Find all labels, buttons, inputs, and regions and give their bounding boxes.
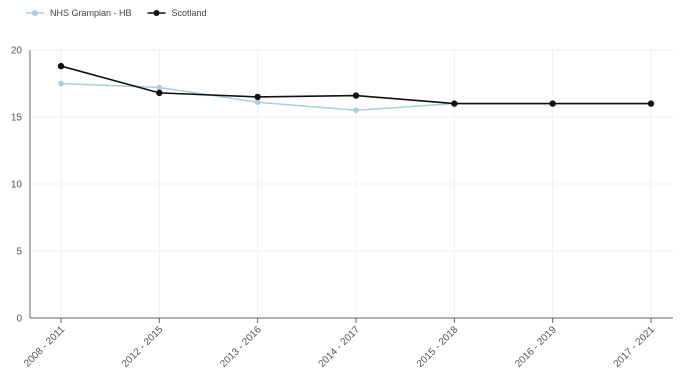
y-tick-label: 10 <box>11 180 23 191</box>
y-tick-label: 0 <box>16 314 22 325</box>
x-tick-label: 2016 - 2019 <box>513 324 559 370</box>
legend: NHS Grampian - HB Scotland <box>26 8 207 18</box>
x-tick-label: 2015 - 2018 <box>415 324 461 370</box>
legend-label: NHS Grampian - HB <box>50 8 132 18</box>
y-tick-label: 20 <box>11 46 23 57</box>
data-point-nhs-grampian[interactable] <box>254 99 261 106</box>
series-layer <box>57 62 655 114</box>
data-point-nhs-grampian[interactable] <box>353 107 359 114</box>
data-point-scotland[interactable] <box>156 89 163 97</box>
data-point-scotland[interactable] <box>57 62 65 70</box>
legend-item[interactable]: Scotland <box>147 8 207 18</box>
x-tick-label: 2014 - 2017 <box>317 324 363 370</box>
legend-marker <box>153 10 160 16</box>
data-point-nhs-grampian[interactable] <box>156 84 163 91</box>
data-point-scotland[interactable] <box>254 93 261 101</box>
data-point-scotland[interactable] <box>647 100 655 107</box>
x-tick-label: 2008 - 2011 <box>22 324 67 369</box>
y-tick-label: 5 <box>16 247 22 258</box>
data-point-nhs-grampian[interactable] <box>58 80 64 87</box>
data-point-scotland[interactable] <box>549 100 556 107</box>
legend-marker <box>32 10 38 16</box>
data-point-scotland[interactable] <box>352 92 360 99</box>
x-tick-label: 2017 - 2021 <box>612 324 658 370</box>
grid <box>30 49 673 318</box>
legend-item[interactable]: NHS Grampian - HB <box>26 8 132 18</box>
x-tick-label: 2013 - 2016 <box>218 324 264 370</box>
data-point-scotland[interactable] <box>451 100 458 107</box>
y-tick-label: 15 <box>11 113 23 124</box>
x-tick-label: 2012 - 2015 <box>120 324 166 370</box>
axes: 0 5 10 15 20 2008 - 2011 2012 - 2015 2013 - 201… <box>11 46 673 370</box>
legend-label: Scotland <box>172 8 207 18</box>
